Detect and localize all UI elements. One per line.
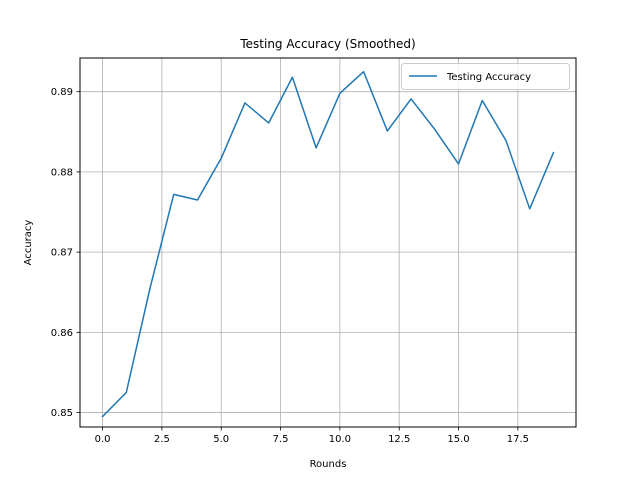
y-tick-label: 0.88: [51, 167, 73, 178]
x-axis-label: Rounds: [310, 459, 347, 470]
x-tick-label: 0.0: [95, 434, 111, 445]
x-tick-label: 7.5: [273, 434, 289, 445]
x-tick-label: 17.5: [507, 434, 529, 445]
series-layer: [101, 70, 555, 418]
y-tick-label: 0.87: [51, 248, 73, 259]
chart-title: Testing Accuracy (Smoothed): [239, 37, 415, 51]
x-tick-label: 5.0: [213, 434, 229, 445]
y-tick-label: 0.85: [51, 408, 73, 419]
x-tick-label: 15.0: [447, 434, 469, 445]
legend-label: Testing Accuracy: [446, 72, 531, 83]
y-axis: 0.85 0.86 0.87 0.88 0.89: [51, 87, 80, 419]
y-tick-label: 0.86: [51, 328, 73, 339]
y-tick-label: 0.89: [51, 87, 73, 98]
series-line: [101, 70, 555, 418]
legend: Testing Accuracy: [401, 63, 570, 90]
x-tick-label: 10.0: [329, 434, 351, 445]
legend-box: [401, 63, 570, 90]
x-tick-label: 2.5: [154, 434, 170, 445]
y-axis-label: Accuracy: [23, 220, 34, 266]
plot-frame: [79, 57, 577, 428]
x-tick-label: 12.5: [388, 434, 410, 445]
x-axis: 0.0 2.5 5.0 7.5 10.0 12.5 15.0 17.5: [95, 427, 529, 445]
